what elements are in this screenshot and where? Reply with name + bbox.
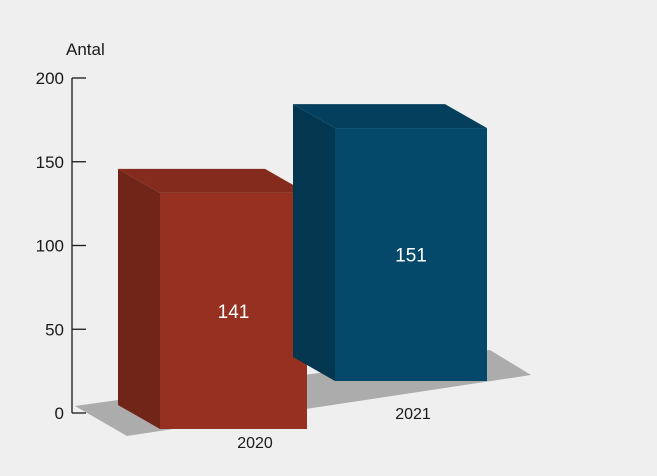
category-label: 2021 [395, 406, 431, 423]
category-label: 2020 [237, 435, 273, 452]
bar-side-face [118, 168, 160, 429]
bar-front-face [160, 192, 307, 429]
y-tick-label: 200 [36, 69, 64, 88]
y-tick-label: 50 [45, 320, 64, 339]
y-axis-title: Antal [66, 40, 105, 59]
bar-2021: 151 2021 [293, 104, 487, 423]
bars-layer: 141 2020 151 2021 [118, 104, 487, 452]
y-axis: Antal 0 50 100 150 200 [36, 40, 105, 423]
bar-value-label: 141 [218, 302, 250, 323]
y-tick-label: 0 [55, 404, 64, 423]
bar-value-label: 151 [395, 246, 427, 267]
y-tick-label: 150 [36, 153, 64, 172]
bar-side-face [293, 104, 335, 381]
bar-front-face [335, 128, 487, 381]
bar-top-face [118, 168, 307, 193]
bar-top-face [293, 104, 487, 129]
bar-2020: 141 2020 [118, 168, 307, 452]
y-tick-label: 100 [36, 237, 64, 256]
